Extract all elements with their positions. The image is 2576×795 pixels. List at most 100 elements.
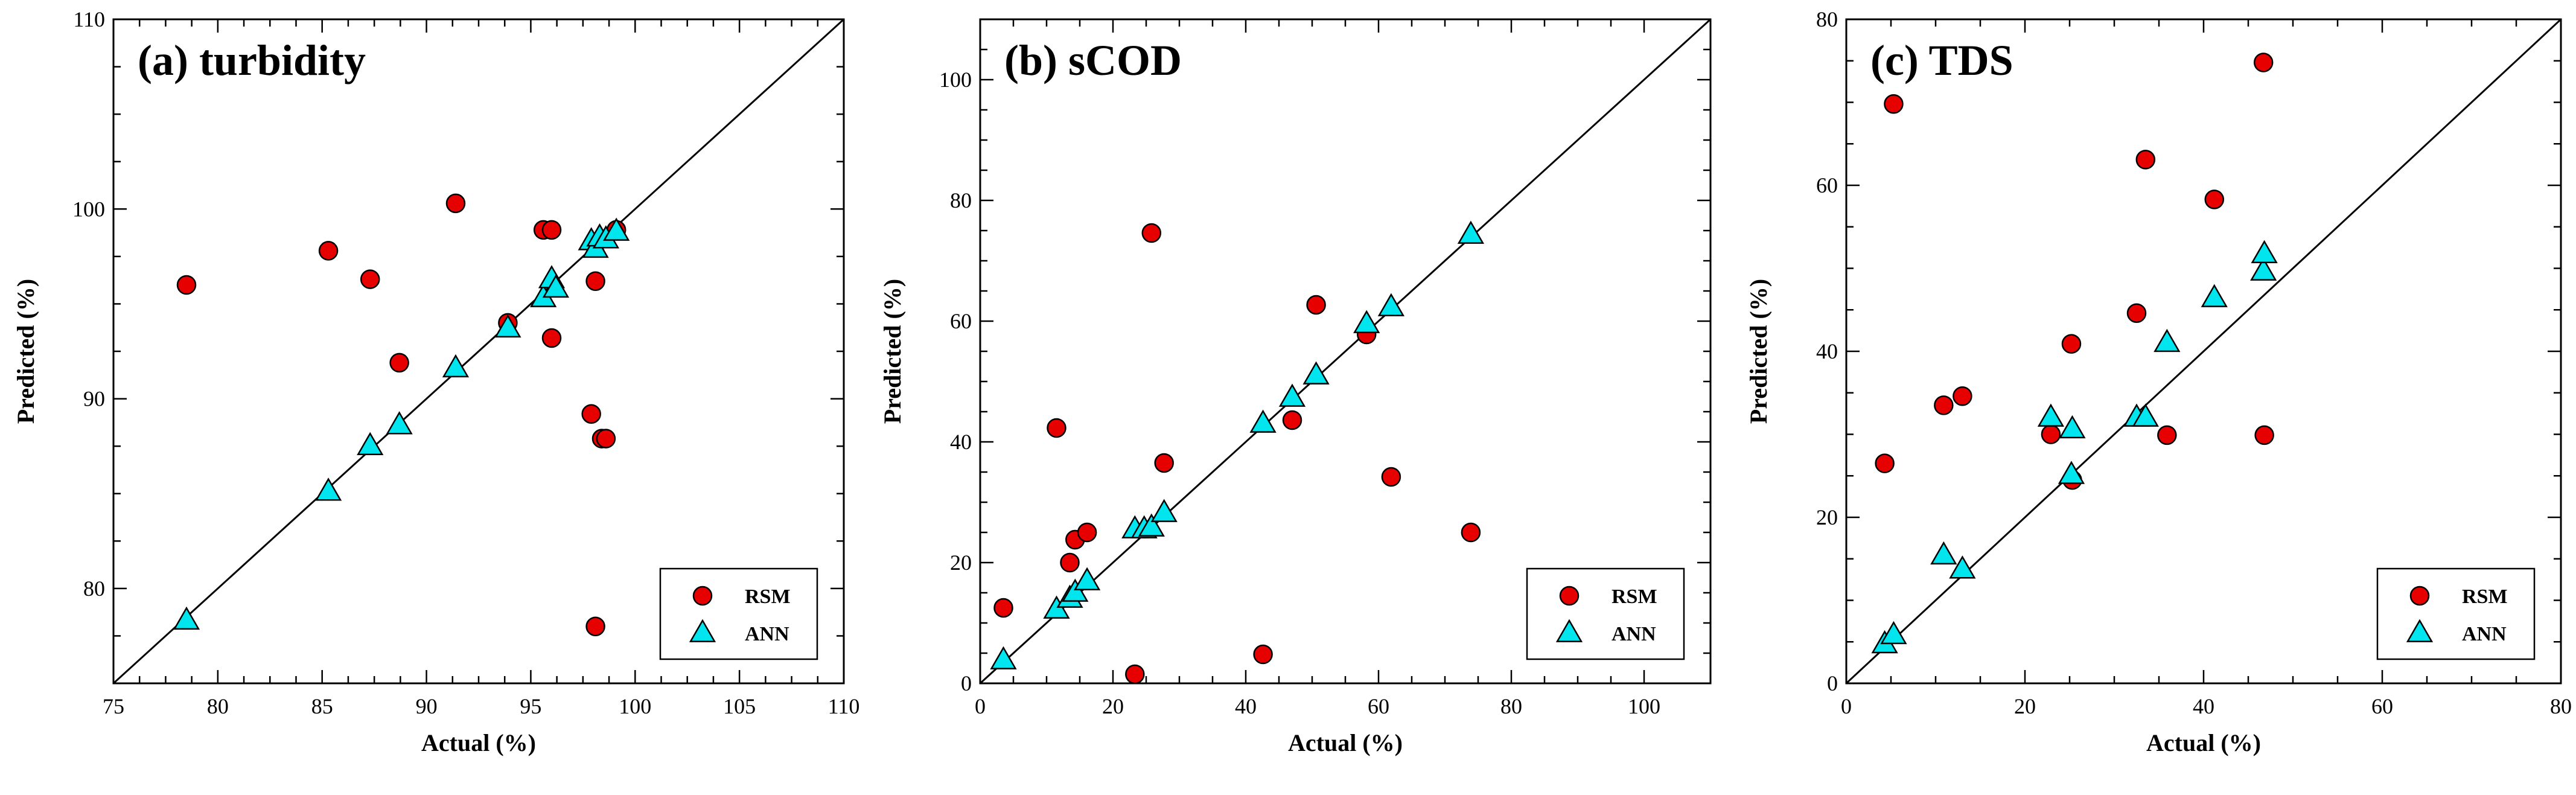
y-axis-label: Predicted (%) <box>879 279 906 424</box>
rsm-point <box>1381 467 1401 487</box>
rsm-point <box>318 241 339 261</box>
x-tick-label: 40 <box>1235 694 1257 718</box>
rsm-point <box>1461 522 1481 543</box>
y-tick-label: 90 <box>83 387 105 411</box>
rsm-point <box>2041 424 2061 444</box>
legend-marker-ann <box>1555 619 1583 642</box>
x-tick-label: 110 <box>828 694 860 718</box>
rsm-point <box>1077 522 1097 543</box>
legend-label: RSM <box>745 586 791 608</box>
x-tick-label: 80 <box>2550 694 2572 718</box>
legend-marker-rsm <box>692 586 713 606</box>
ann-point <box>1880 621 1907 645</box>
y-tick-label: 60 <box>1816 173 1838 197</box>
rsm-point <box>585 271 605 291</box>
legend-marker-ann <box>689 619 716 642</box>
legend-label: RSM <box>1612 586 1657 608</box>
ann-point <box>1073 567 1101 590</box>
x-tick-label: 75 <box>103 694 124 718</box>
ann-point <box>442 354 470 378</box>
rsm-point <box>2204 190 2225 209</box>
axis-ticks <box>979 19 1710 685</box>
x-tick-label: 60 <box>1368 694 1389 718</box>
y-tick-label: 80 <box>950 188 972 212</box>
rsm-point <box>1953 386 1972 406</box>
x-tick-label: 100 <box>619 694 651 718</box>
rsm-point <box>2254 425 2274 445</box>
rsm-point <box>389 353 409 373</box>
rsm-point <box>1047 418 1066 438</box>
panel-title: (a) turbidity <box>138 36 366 85</box>
rsm-point <box>1253 644 1273 665</box>
legend: RSM ANN <box>659 567 818 660</box>
rsm-point <box>176 275 197 295</box>
reference-line <box>980 19 1710 683</box>
y-tick-label: 0 <box>961 671 972 695</box>
ann-point <box>2250 257 2277 281</box>
ann-point <box>314 477 342 501</box>
ann-point <box>1930 541 1957 565</box>
legend-label: ANN <box>745 623 789 645</box>
y-tick-label: 0 <box>1827 671 1838 695</box>
legend: RSM ANN <box>2376 567 2536 660</box>
rsm-point <box>1060 552 1080 573</box>
ann-point <box>990 646 1017 669</box>
ann-point <box>357 432 384 456</box>
x-tick-label: 20 <box>2014 694 2036 718</box>
rsm-point <box>2253 53 2274 72</box>
rsm-point <box>2126 303 2147 323</box>
rsm-point <box>1154 453 1174 473</box>
ann-point <box>1150 499 1178 522</box>
legend-box <box>1526 567 1685 660</box>
y-tick-label: 100 <box>72 197 105 221</box>
rsm-point <box>541 328 562 348</box>
ann-point <box>2037 403 2065 427</box>
series-ann <box>1871 240 2278 654</box>
legend-label: ANN <box>2462 623 2507 645</box>
axis-ticks <box>1845 18 2562 685</box>
reference-line <box>113 19 844 683</box>
chart-panel-3: 0 20 40 60 80 0 20 40 60 80 Actual (%) Predicted (%… <box>1745 7 2572 756</box>
ann-point <box>1278 383 1306 407</box>
x-axis-label: Actual (%) <box>1288 729 1403 756</box>
rsm-point <box>1282 410 1302 430</box>
legend-box <box>659 567 818 660</box>
x-tick-label: 85 <box>311 694 333 718</box>
rsm-point <box>2061 334 2082 354</box>
ann-point <box>1457 220 1485 244</box>
ann-point <box>1249 409 1277 433</box>
rsm-point <box>1141 223 1162 243</box>
ann-point <box>1377 293 1405 316</box>
rsm-point <box>1306 295 1326 315</box>
rsm-point <box>1884 94 1904 114</box>
chart-panel-1: 75 80 85 90 95 100 105 110 80 90 100 110 Actual (%) P… <box>12 7 859 756</box>
x-tick-label: 60 <box>2371 694 2393 718</box>
rsm-point <box>445 193 466 214</box>
x-axis-label: Actual (%) <box>2146 729 2261 756</box>
chart-panel-2: 0 20 40 60 80 100 0 20 40 60 80 100 Actual (%) Predic… <box>879 18 1712 756</box>
ann-point <box>494 314 521 338</box>
ann-point <box>2154 328 2181 353</box>
y-tick-label: 80 <box>83 576 105 601</box>
ann-point <box>1062 578 1089 602</box>
ann-point <box>2059 415 2086 439</box>
x-tick-label: 95 <box>520 694 541 718</box>
ann-point <box>2201 284 2228 307</box>
y-tick-label: 20 <box>1816 505 1838 529</box>
x-tick-label: 80 <box>207 694 229 718</box>
x-tick-label: 80 <box>1500 694 1522 718</box>
ann-point <box>1302 361 1330 385</box>
x-tick-label: 90 <box>416 694 438 718</box>
legend-label: ANN <box>1612 623 1656 645</box>
ann-point <box>603 217 630 241</box>
ann-point <box>1138 513 1165 537</box>
panel-title: (b) sCOD <box>1004 36 1182 85</box>
x-tick-label: 40 <box>2193 694 2214 718</box>
ann-point <box>1353 310 1380 333</box>
x-tick-label: 105 <box>723 694 756 718</box>
y-tick-label: 110 <box>73 7 105 31</box>
x-axis-label: Actual (%) <box>421 729 536 756</box>
rsm-point <box>541 220 562 240</box>
ann-point <box>2251 240 2278 264</box>
ann-point <box>1949 555 1976 579</box>
